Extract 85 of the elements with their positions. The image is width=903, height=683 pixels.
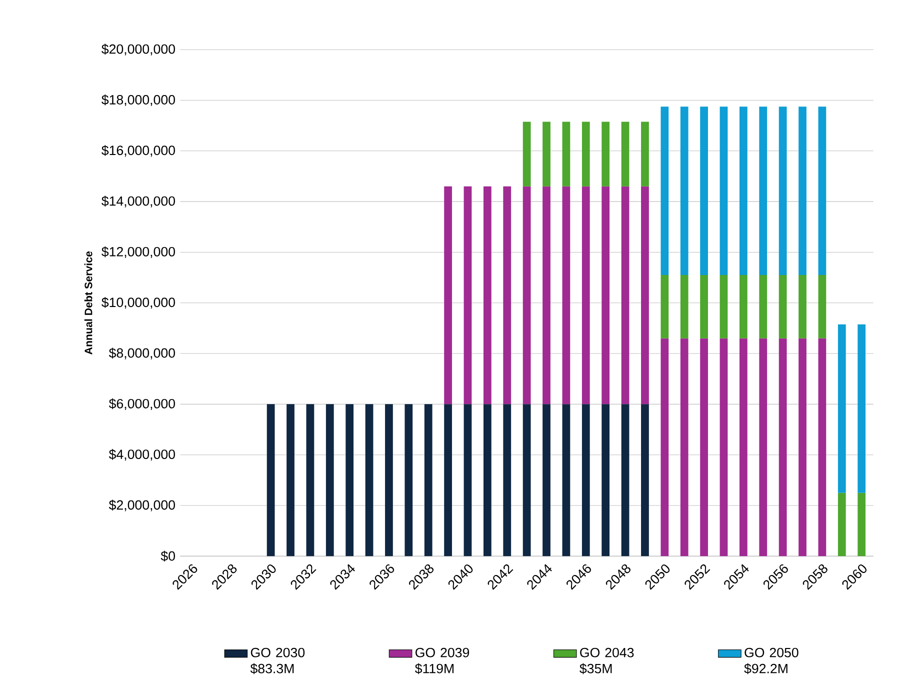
legend-label: GO 2050 $92.2M xyxy=(744,648,798,674)
bar xyxy=(266,404,275,556)
bar xyxy=(582,122,590,186)
y-tick-label: $4,000,000 xyxy=(108,449,175,461)
y-tick-label: $10,000,000 xyxy=(102,297,175,309)
bar xyxy=(798,106,806,275)
bar xyxy=(522,122,531,186)
bar xyxy=(660,274,669,338)
bar xyxy=(739,338,748,556)
bar xyxy=(503,186,512,404)
bar xyxy=(660,106,669,275)
bar xyxy=(858,324,866,493)
bar xyxy=(621,122,630,186)
bar xyxy=(778,106,787,275)
bar xyxy=(522,186,531,404)
bar xyxy=(720,338,728,556)
bar xyxy=(444,404,452,556)
bar xyxy=(582,404,590,556)
bar xyxy=(818,106,826,275)
bar xyxy=(602,186,610,404)
bar xyxy=(739,106,748,275)
bar xyxy=(838,324,846,493)
bar xyxy=(562,404,570,556)
y-tick-label: $0 xyxy=(160,550,176,562)
bar xyxy=(680,338,688,556)
bar xyxy=(641,186,649,404)
bar xyxy=(385,404,393,556)
y-tick-label: $18,000,000 xyxy=(102,94,175,106)
bar xyxy=(365,404,374,556)
bar xyxy=(424,404,432,556)
legend-label: GO 2030 $83.3M xyxy=(250,648,305,674)
y-tick-label: $14,000,000 xyxy=(102,196,175,208)
y-axis-title: Annual Debt Service xyxy=(84,251,92,354)
bar xyxy=(404,404,413,556)
y-tick-label: $6,000,000 xyxy=(108,398,175,410)
bar xyxy=(778,338,787,556)
y-tick-label: $8,000,000 xyxy=(108,348,175,360)
bar xyxy=(720,106,728,275)
bar xyxy=(602,122,610,186)
bar xyxy=(641,122,649,186)
bar xyxy=(286,404,294,556)
bar xyxy=(621,186,630,404)
bar xyxy=(542,404,550,556)
bar xyxy=(582,186,590,404)
bar xyxy=(700,106,708,275)
y-tick-label: $2,000,000 xyxy=(108,500,175,512)
legend-label: GO 2039 $119M xyxy=(414,648,470,674)
bar xyxy=(720,274,728,338)
bar xyxy=(818,338,826,556)
bar xyxy=(858,492,866,556)
bar xyxy=(346,404,354,556)
bar xyxy=(660,338,669,556)
bar xyxy=(306,404,314,556)
bar xyxy=(522,404,531,556)
bar xyxy=(680,274,688,338)
bar xyxy=(503,404,512,556)
bar xyxy=(621,404,630,556)
bar xyxy=(542,186,550,404)
bar xyxy=(464,186,472,404)
bar xyxy=(444,186,452,404)
bar xyxy=(778,274,787,338)
bar xyxy=(641,404,649,556)
bar xyxy=(700,338,708,556)
bar xyxy=(562,186,570,404)
bar xyxy=(798,274,806,338)
bar xyxy=(838,492,846,556)
bar xyxy=(326,404,334,556)
bar xyxy=(483,186,492,404)
bar xyxy=(818,274,826,338)
y-tick-label: $16,000,000 xyxy=(102,145,175,157)
y-tick-label: $12,000,000 xyxy=(102,246,175,258)
bar xyxy=(739,274,748,338)
bar xyxy=(700,274,708,338)
bar xyxy=(759,274,768,338)
bar xyxy=(759,106,768,275)
y-tick-label: $20,000,000 xyxy=(102,44,175,56)
bar xyxy=(602,404,610,556)
bar xyxy=(759,338,768,556)
legend-label: GO 2043 $35M xyxy=(580,648,634,674)
bar xyxy=(798,338,806,556)
bar xyxy=(562,122,570,186)
bar xyxy=(680,106,688,275)
bar xyxy=(483,404,492,556)
bar xyxy=(464,404,472,556)
bar xyxy=(542,122,550,186)
